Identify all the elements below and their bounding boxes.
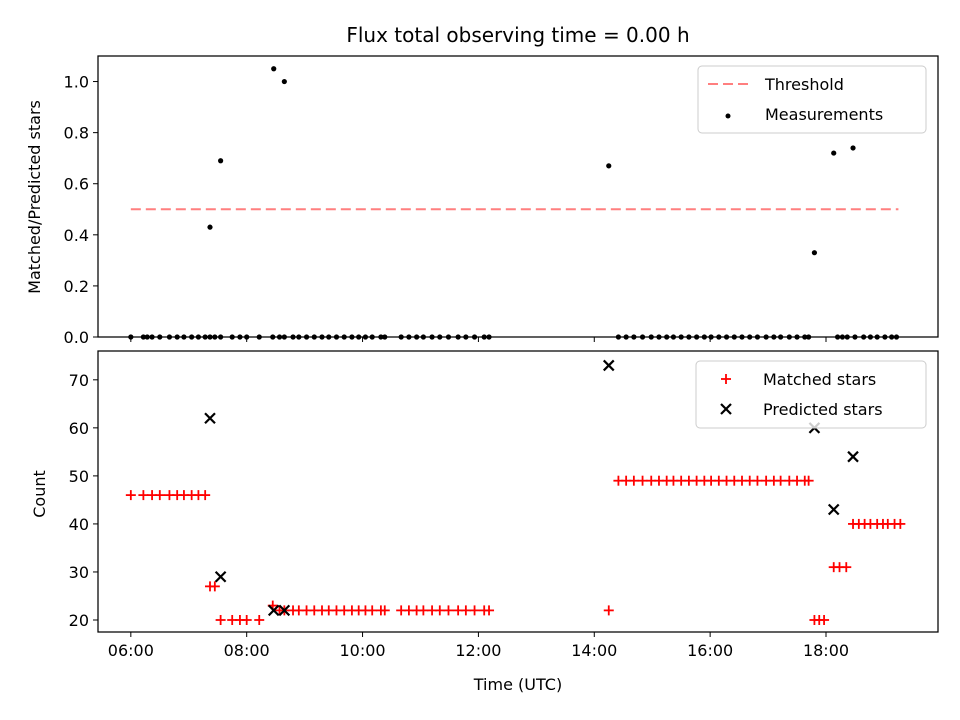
bottom-x-tick-label: 06:00 xyxy=(108,641,154,660)
legend-matched-marker xyxy=(721,374,731,384)
predicted-star-point xyxy=(847,450,859,463)
legend-predicted-swatch xyxy=(720,403,732,415)
legend-predicted-marker xyxy=(720,403,732,415)
top-x-ticks xyxy=(130,337,827,342)
top-y-tick-label: 0.6 xyxy=(64,175,89,194)
measurement-point xyxy=(850,145,856,151)
measurement-point xyxy=(207,224,213,230)
bottom-x-tick-label: 18:00 xyxy=(803,641,849,660)
matched-star-point xyxy=(138,490,149,501)
matched-star-point xyxy=(752,475,763,486)
legend-threshold-label: Threshold xyxy=(764,75,844,94)
bottom-x-tick-label: 14:00 xyxy=(571,641,617,660)
matched-star-point xyxy=(443,605,454,616)
legend-measurements-label: Measurements xyxy=(765,105,883,124)
predicted-star-point xyxy=(602,359,615,372)
top-y-tick-label: 1.0 xyxy=(64,73,89,92)
bottom-x-tick-label: 16:00 xyxy=(687,641,733,660)
matched-star-point xyxy=(460,605,471,616)
bottom-legend-box xyxy=(695,360,927,429)
top-legend-box xyxy=(697,65,927,134)
bottom-y-tick-label: 60 xyxy=(69,419,89,438)
bottom-y-tick-label: 50 xyxy=(69,467,89,486)
top-y-ticks: 0.0 0.2 0.4 0.6 0.8 1.0 xyxy=(64,73,98,347)
bottom-x-tick-label: 08:00 xyxy=(224,641,270,660)
matched-star-point xyxy=(434,605,445,616)
matched-star-point xyxy=(200,490,211,501)
bottom-plot: 20 30 40 50 60 70 06:00 08:00 10:00 12:00 14:00 16… xyxy=(30,350,939,694)
predicted-star-point xyxy=(204,412,216,425)
bottom-x-axis-label: Time (UTC) xyxy=(473,675,562,694)
predicted-star-point xyxy=(267,604,280,617)
matched-star-point xyxy=(367,605,378,616)
measurement-point xyxy=(811,250,818,256)
bottom-legend: Matched stars Predicted stars xyxy=(695,360,927,429)
matched-star-point xyxy=(603,605,614,616)
bottom-y-tick-label: 70 xyxy=(69,371,89,390)
bottom-x-tick-label: 12:00 xyxy=(455,641,501,660)
chart-title: Flux total observing time = 0.00 h xyxy=(346,23,689,47)
top-y-axis-label: Matched/Predicted stars xyxy=(25,100,44,294)
bottom-y-tick-label: 20 xyxy=(69,611,89,630)
top-y-tick-label: 0.4 xyxy=(64,226,89,245)
predicted-star-point xyxy=(827,503,840,516)
matched-star-point xyxy=(241,614,252,625)
bottom-plot-frame xyxy=(97,350,939,633)
predicted-star-point xyxy=(214,570,227,583)
matched-stars-points xyxy=(125,475,906,625)
bottom-y-ticks: 20 30 40 50 60 70 xyxy=(69,371,98,630)
matched-star-point xyxy=(209,581,220,592)
matched-star-point xyxy=(215,614,226,625)
top-y-tick-label: 0.2 xyxy=(64,277,89,296)
predicted-star-point xyxy=(278,604,291,617)
top-plot: 0.0 0.2 0.4 0.6 0.8 1.0 Matched/Predicted sta… xyxy=(25,55,939,347)
matched-star-point xyxy=(469,605,480,616)
bottom-y-axis-label: Count xyxy=(30,470,49,518)
bottom-y-tick-label: 40 xyxy=(69,515,89,534)
top-plot-frame xyxy=(97,55,939,338)
measurement-point xyxy=(218,158,224,164)
measurement-point xyxy=(271,66,277,72)
matched-star-point xyxy=(418,605,429,616)
measurement-point xyxy=(606,163,612,169)
matched-star-point xyxy=(628,475,639,486)
matched-star-point xyxy=(775,475,786,486)
matched-star-point xyxy=(637,475,648,486)
top-y-tick-label: 0.8 xyxy=(64,124,89,143)
bottom-y-tick-label: 30 xyxy=(69,563,89,582)
matched-star-point xyxy=(803,475,814,486)
matched-star-point xyxy=(841,562,852,573)
matched-star-point xyxy=(125,490,136,501)
matched-star-point xyxy=(895,518,906,529)
bottom-x-ticks: 06:00 08:00 10:00 12:00 14:00 16:00 18:00 xyxy=(108,632,849,660)
matched-star-point xyxy=(154,490,165,501)
legend-matched-label: Matched stars xyxy=(763,370,876,389)
matched-star-point xyxy=(484,605,495,616)
matched-star-point xyxy=(254,614,265,625)
top-y-tick-label: 0.0 xyxy=(64,328,89,347)
measurement-point xyxy=(281,78,287,85)
bottom-x-tick-label: 10:00 xyxy=(339,641,385,660)
predicted-stars-points xyxy=(204,359,859,617)
legend-matched-swatch xyxy=(721,374,731,384)
top-legend: Threshold Measurements xyxy=(697,65,927,134)
matched-star-point xyxy=(379,605,390,616)
measurement-point xyxy=(831,150,837,156)
legend-predicted-label: Predicted stars xyxy=(763,400,883,419)
legend-measurements-swatch xyxy=(725,113,731,119)
matched-star-point xyxy=(819,614,830,625)
